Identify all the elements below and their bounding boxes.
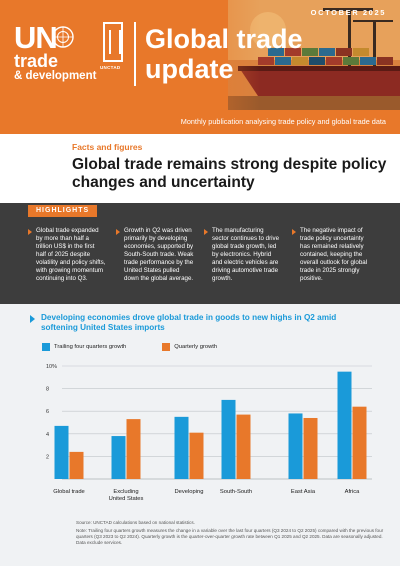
x-tick-label: Global trade	[53, 489, 85, 495]
bar-trailing	[288, 413, 303, 479]
bullet-triangle-icon	[28, 229, 32, 235]
bar-quarterly	[236, 414, 251, 479]
chart-legend: Trailing four quarters growth Quarterly …	[42, 342, 253, 352]
bullet-triangle-icon	[204, 229, 208, 235]
x-tick-label: United States	[109, 496, 144, 502]
header-banner: OCTOBER 2025 UN trade & development UNCT…	[0, 0, 400, 134]
highlight-text: The negative impact of trade policy unce…	[300, 227, 368, 282]
y-tick-label: 4	[46, 432, 49, 438]
x-tick-label: South-South	[220, 489, 252, 495]
bar-quarterly	[69, 451, 84, 479]
bar-trailing	[221, 399, 236, 479]
facts-headline: Global trade remains strong despite poli…	[72, 156, 387, 191]
bullet-triangle-icon	[116, 229, 120, 235]
bar-quarterly	[126, 419, 141, 479]
legend-label-trailing: Trailing four quarters growth	[54, 344, 127, 350]
container-ship-image	[228, 0, 400, 110]
highlight-text: Global trade expanded by more than half …	[36, 227, 106, 282]
legend-label-quarterly: Quarterly growth	[174, 344, 218, 350]
publication-title-line2: update	[145, 54, 234, 84]
subtitle-bar: Monthly publication analysing trade poli…	[0, 110, 400, 134]
highlight-item: Global trade expanded by more than half …	[28, 227, 106, 283]
highlight-text: The manufacturing sector continues to dr…	[212, 227, 280, 282]
y-tick-label: 8	[46, 387, 49, 393]
bar-quarterly	[303, 417, 318, 479]
chart-note: Note: Trailing four quarters growth meas…	[76, 528, 384, 545]
header-fade	[150, 0, 260, 110]
logo-un-text: UN	[14, 20, 58, 55]
y-tick-label: 2	[46, 454, 49, 460]
bar-quarterly	[352, 406, 367, 479]
header-divider	[134, 22, 136, 86]
legend-swatch-quarterly	[162, 343, 171, 351]
chart-title: Developing economies drove global trade …	[41, 313, 337, 332]
bar-trailing	[54, 425, 69, 479]
highlight-item: The manufacturing sector continues to dr…	[204, 227, 282, 283]
logo-unctad-text: UNCTAD	[100, 65, 121, 70]
bar-trailing	[111, 436, 126, 479]
highlights-tag: HIGHLIGHTS	[28, 205, 98, 217]
logo-trade-text: trade	[14, 51, 59, 71]
title-arrow-icon	[30, 315, 35, 323]
y-tick-label: 10%	[46, 364, 57, 370]
bar-quarterly	[189, 432, 204, 479]
bar-trailing	[174, 416, 189, 479]
highlight-text: Growth in Q2 was driven primarily by dev…	[124, 227, 194, 282]
publication-subtitle: Monthly publication analysing trade poli…	[180, 117, 386, 126]
x-tick-label: Developing	[174, 489, 203, 495]
facts-label: Facts and figures	[72, 142, 143, 152]
issue-date: OCTOBER 2025	[310, 8, 386, 17]
publication-title-line1: Global trade	[145, 24, 303, 54]
legend-swatch-trailing	[42, 343, 50, 351]
bullet-triangle-icon	[292, 229, 296, 235]
x-tick-label: Excluding	[113, 489, 138, 495]
x-tick-label: East Asia	[291, 489, 316, 495]
un-emblem-icon	[52, 26, 74, 48]
highlights-band	[0, 203, 400, 304]
y-tick-label: 6	[46, 409, 49, 415]
x-tick-label: Africa	[345, 489, 361, 495]
bar-trailing	[337, 371, 352, 479]
highlight-item: Growth in Q2 was driven primarily by dev…	[116, 227, 194, 283]
highlight-item: The negative impact of trade policy unce…	[292, 227, 370, 283]
chart-source: Source: UNCTAD calculations based on nat…	[76, 520, 195, 525]
unctad-mark-icon	[103, 22, 123, 62]
publication-title: Global trade update	[145, 24, 303, 84]
logo-development-text: & development	[14, 70, 97, 82]
